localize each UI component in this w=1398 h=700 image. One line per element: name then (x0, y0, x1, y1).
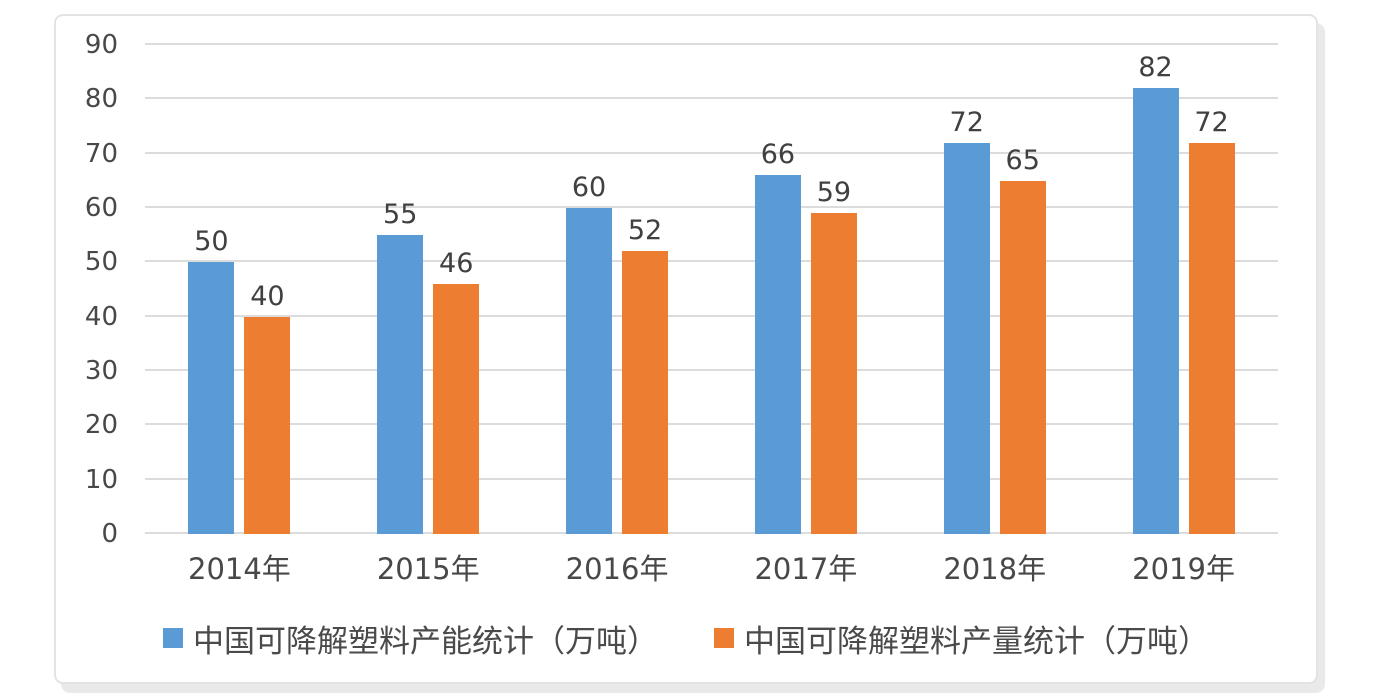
bar-value-label: 72 (1194, 106, 1229, 138)
gridline-10 (145, 477, 1278, 480)
bar-output-2018年: 65 (999, 145, 1046, 534)
bar-group-2019年: 82 72 (1089, 45, 1278, 534)
bar-output-2014年: 40 (244, 281, 291, 534)
y-tick-label-40: 40 (84, 301, 118, 332)
bar-capacity-2016年: 60 (566, 172, 613, 534)
gridline-90 (145, 43, 1278, 45)
x-tick-label-2014年: 2014年 (188, 552, 291, 586)
legend-swatch-icon (163, 628, 183, 648)
y-tick-label-0: 0 (101, 519, 118, 549)
y-tick-label-20: 20 (84, 410, 118, 441)
bar-value-label: 50 (194, 226, 229, 258)
y-tick-label-60: 60 (84, 192, 118, 223)
bar-value-label: 65 (1005, 144, 1040, 176)
y-axis: 0 10 20 30 40 50 60 70 80 90 (56, 30, 118, 549)
y-tick-label-80: 80 (84, 84, 118, 115)
bar-groups: 50 40 55 46 60 52 66 59 72 65 82 72 (145, 45, 1278, 534)
bar-group-2018年: 72 65 (900, 45, 1089, 534)
chart-frame: 0 10 20 30 40 50 60 70 80 90 50 40 55 46 60 52 66 59 72 65… (54, 14, 1318, 684)
gridline-30 (145, 369, 1278, 372)
bar-capacity-2014年: 50 (188, 226, 235, 534)
bar-output-2017年: 59 (810, 177, 857, 534)
bar-output-2019年: 72 (1188, 107, 1235, 534)
legend-label: 中国可降解塑料产量统计（万吨） (744, 623, 1209, 660)
gridline-20 (145, 423, 1278, 426)
bar-capacity-2019年: 82 (1132, 52, 1179, 534)
bar-value-label: 46 (439, 248, 474, 280)
bar-output-2015年: 46 (433, 248, 480, 534)
plot-area: 50 40 55 46 60 52 66 59 72 65 82 72 (145, 43, 1278, 534)
bar-capacity-2018年: 72 (943, 107, 990, 534)
bar-value-label: 72 (949, 106, 984, 138)
y-tick-label-70: 70 (84, 138, 118, 169)
x-axis: 2014年 2015年 2016年 2017年 2018年 2019年 (145, 548, 1278, 590)
gridline-40 (145, 314, 1278, 317)
bar-value-label: 52 (627, 215, 663, 247)
legend-item-output: 中国可降解塑料产量统计（万吨） (714, 616, 1209, 661)
gridline-80 (145, 97, 1278, 100)
x-tick-label-2018年: 2018年 (943, 552, 1047, 586)
gridline-70 (145, 151, 1278, 154)
y-tick-label-10: 10 (84, 464, 118, 495)
gridline-60 (145, 206, 1278, 209)
legend: 中国可降解塑料产能统计（万吨） 中国可降解塑料产量统计（万吨） (56, 614, 1316, 662)
bar-output-2016年: 52 (622, 215, 669, 534)
bar-group-2016年: 60 52 (523, 45, 712, 534)
legend-item-capacity: 中国可降解塑料产能统计（万吨） (163, 616, 658, 661)
x-tick-label-2015年: 2015年 (376, 552, 480, 586)
gridline-0 (145, 532, 1278, 534)
gridline-50 (145, 260, 1278, 263)
bar-capacity-2015年: 55 (377, 199, 424, 534)
bar-value-label: 40 (250, 280, 285, 312)
bar-group-2015年: 55 46 (334, 45, 523, 534)
bar-value-label: 60 (571, 172, 607, 204)
x-tick-label-2016年: 2016年 (565, 552, 669, 586)
bar-value-label: 82 (1138, 52, 1173, 84)
bar-value-label: 59 (816, 177, 852, 209)
x-tick-label-2017年: 2017年 (754, 552, 858, 586)
legend-label: 中国可降解塑料产能统计（万吨） (193, 623, 658, 660)
legend-swatch-icon (714, 628, 734, 648)
x-tick-label-2019年: 2019年 (1132, 552, 1235, 586)
bar-group-2017年: 66 59 (711, 45, 900, 534)
bar-value-label: 66 (760, 139, 796, 171)
y-tick-label-50: 50 (84, 247, 118, 278)
bar-group-2014年: 50 40 (145, 45, 334, 534)
bar-value-label: 55 (383, 199, 418, 231)
y-tick-label-90: 90 (84, 30, 118, 60)
bar-capacity-2017年: 66 (754, 139, 801, 534)
y-tick-label-30: 30 (84, 355, 118, 386)
